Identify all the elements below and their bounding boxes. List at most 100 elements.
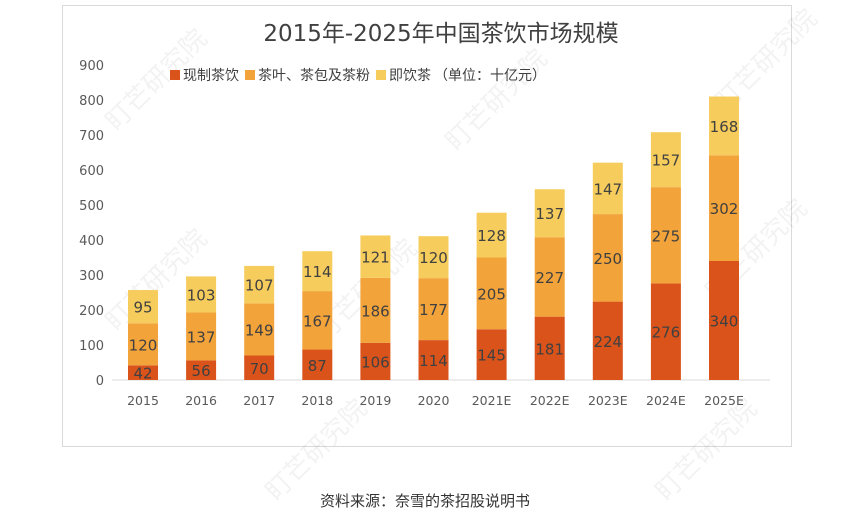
bar-segment bbox=[244, 303, 275, 356]
data-label: 137 bbox=[187, 328, 216, 346]
x-tick-label: 2016 bbox=[185, 393, 217, 408]
data-label: 120 bbox=[419, 249, 448, 267]
x-tick-label: 2025E bbox=[704, 393, 744, 408]
data-label: 95 bbox=[133, 299, 152, 317]
bar-segment bbox=[592, 214, 623, 302]
legend: 现制茶饮 茶叶、茶包及茶粉 即饮茶 （单位：十亿元） bbox=[170, 65, 546, 85]
legend-swatch bbox=[376, 70, 386, 80]
y-tick-label: 200 bbox=[79, 304, 104, 319]
data-label: 157 bbox=[652, 152, 681, 170]
bar-segment bbox=[476, 257, 507, 330]
bar-segment bbox=[534, 237, 565, 317]
y-tick-label: 600 bbox=[79, 164, 104, 179]
data-label: 276 bbox=[652, 324, 681, 342]
x-tick-label: 2017 bbox=[243, 393, 275, 408]
data-label: 70 bbox=[250, 360, 269, 378]
x-tick-label: 2024E bbox=[646, 393, 686, 408]
bar-segment bbox=[534, 189, 565, 238]
bar-segment bbox=[128, 290, 158, 324]
data-label: 42 bbox=[133, 365, 152, 383]
bar-segment bbox=[534, 316, 565, 380]
legend-swatch bbox=[245, 70, 255, 80]
data-label: 106 bbox=[361, 353, 390, 371]
legend-item: 即饮茶 （单位：十亿元） bbox=[376, 65, 546, 85]
bar-segment bbox=[592, 301, 623, 380]
bar-segment bbox=[709, 96, 739, 156]
data-label: 121 bbox=[361, 249, 390, 267]
legend-label: 现制茶饮 bbox=[183, 68, 239, 84]
bar-segment bbox=[360, 342, 391, 380]
data-label: 137 bbox=[535, 205, 564, 223]
data-label: 224 bbox=[593, 333, 622, 351]
data-label: 181 bbox=[535, 340, 564, 358]
data-label: 177 bbox=[419, 301, 448, 319]
bar-segment bbox=[302, 251, 333, 292]
bar-segment bbox=[360, 235, 391, 278]
data-label: 186 bbox=[361, 302, 390, 320]
bar-segment bbox=[650, 187, 681, 284]
legend-unit: （单位：十亿元） bbox=[434, 68, 546, 84]
data-label: 103 bbox=[187, 286, 216, 304]
y-tick-label: 300 bbox=[79, 269, 104, 284]
bar-segment bbox=[592, 162, 623, 215]
bar-segment bbox=[709, 155, 739, 261]
data-label: 275 bbox=[652, 227, 681, 245]
bar-segment bbox=[709, 261, 739, 380]
bar-segment bbox=[650, 283, 681, 380]
data-label: 340 bbox=[710, 313, 739, 331]
y-tick-label: 500 bbox=[79, 199, 104, 214]
bar-segment bbox=[244, 355, 275, 380]
x-tick-label: 2018 bbox=[301, 393, 333, 408]
source-note: 资料来源：奈雪的茶招股说明书 bbox=[319, 492, 530, 510]
x-tick-label: 2022E bbox=[530, 393, 570, 408]
bar-segment bbox=[476, 212, 507, 258]
data-label: 56 bbox=[192, 362, 211, 380]
data-label: 87 bbox=[308, 357, 327, 375]
x-tick-label: 2021E bbox=[472, 393, 512, 408]
bar-segment bbox=[418, 340, 449, 380]
bar-segment bbox=[418, 236, 449, 279]
legend-swatch bbox=[170, 70, 180, 80]
data-label: 205 bbox=[477, 285, 506, 303]
bar-segment bbox=[360, 277, 391, 343]
legend-label: 茶叶、茶包及茶粉 bbox=[258, 68, 370, 84]
data-label: 168 bbox=[710, 118, 739, 136]
legend-item: 现制茶饮 bbox=[170, 65, 239, 85]
bar-segment bbox=[418, 278, 449, 341]
bar-segment bbox=[128, 323, 158, 366]
data-label: 227 bbox=[535, 269, 564, 287]
data-label: 147 bbox=[593, 180, 622, 198]
bar-segment bbox=[186, 312, 217, 361]
bar-segment bbox=[186, 360, 217, 380]
y-tick-label: 700 bbox=[79, 129, 104, 144]
data-label: 114 bbox=[303, 263, 332, 281]
legend-item: 茶叶、茶包及茶粉 bbox=[245, 65, 370, 85]
bar-segment bbox=[476, 329, 507, 380]
data-label: 120 bbox=[129, 336, 158, 354]
bar-segment bbox=[302, 291, 333, 350]
data-label: 149 bbox=[245, 321, 274, 339]
x-tick-label: 2019 bbox=[359, 393, 391, 408]
x-tick-label: 2015 bbox=[127, 393, 159, 408]
bar-segment bbox=[128, 365, 158, 380]
data-label: 302 bbox=[710, 200, 739, 218]
y-tick-label: 900 bbox=[79, 59, 104, 74]
x-tick-label: 2023E bbox=[588, 393, 628, 408]
data-label: 145 bbox=[477, 347, 506, 365]
y-tick-label: 100 bbox=[79, 339, 104, 354]
bar-segment bbox=[244, 265, 275, 304]
data-label: 250 bbox=[593, 250, 622, 268]
y-tick-label: 800 bbox=[79, 94, 104, 109]
chart-title: 2015年-2025年中国茶饮市场规模 bbox=[263, 21, 619, 47]
bar-segment bbox=[302, 349, 333, 380]
data-label: 128 bbox=[477, 227, 506, 245]
bar-segment bbox=[650, 132, 681, 188]
data-label: 167 bbox=[303, 312, 332, 330]
y-tick-label: 0 bbox=[96, 374, 104, 389]
legend-label: 即饮茶 bbox=[389, 68, 431, 84]
x-tick-label: 2020 bbox=[418, 393, 450, 408]
data-label: 114 bbox=[419, 352, 448, 370]
y-tick-label: 400 bbox=[79, 234, 104, 249]
bar-segment bbox=[186, 276, 217, 313]
